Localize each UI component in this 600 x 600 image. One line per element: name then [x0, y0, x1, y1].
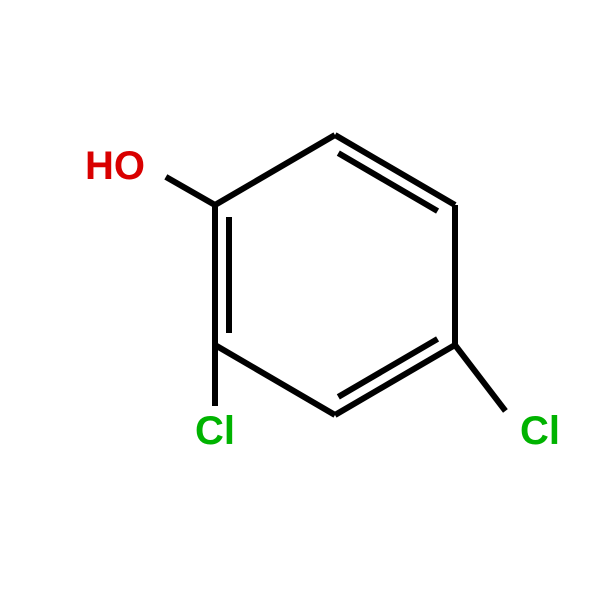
atom-label-oh: HO: [85, 144, 145, 188]
atom-label-cl: Cl: [520, 409, 560, 453]
atom-label-cl: Cl: [195, 409, 235, 453]
molecule-diagram: HO Cl Cl: [0, 0, 600, 600]
